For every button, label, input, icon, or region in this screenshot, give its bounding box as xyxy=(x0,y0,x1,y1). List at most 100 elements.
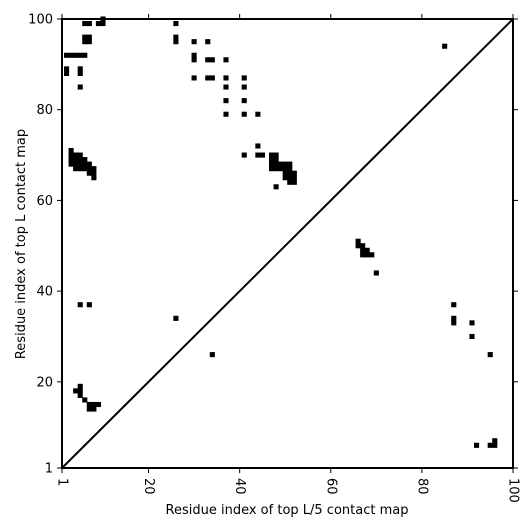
contact-cell xyxy=(86,34,92,40)
contact-cell xyxy=(474,442,480,448)
contact-cell xyxy=(360,247,366,253)
contact-cell xyxy=(492,442,498,448)
contact-cell xyxy=(64,66,70,72)
contact-cell xyxy=(223,84,229,90)
contact-cell xyxy=(77,302,83,308)
upper-contact-cells xyxy=(64,16,448,276)
contact-cell xyxy=(451,320,457,326)
contact-cell xyxy=(77,392,83,398)
contact-cell xyxy=(100,20,106,27)
contact-cell xyxy=(82,34,88,40)
contact-cell xyxy=(269,166,275,172)
y-axis-ticks: 1 20 40 60 80 100 xyxy=(28,13,518,477)
contact-cell xyxy=(241,152,247,158)
contact-cell xyxy=(77,66,83,72)
contact-cell xyxy=(209,57,215,63)
contact-cell xyxy=(64,52,70,58)
contact-cell xyxy=(291,179,297,185)
contact-cell xyxy=(259,152,265,158)
contact-cell xyxy=(95,401,101,408)
contact-cell xyxy=(68,157,74,163)
contact-cell xyxy=(223,111,229,117)
y-axis-label: Residue index of top L contact map xyxy=(14,129,29,359)
contact-cell xyxy=(205,75,211,81)
contact-cell xyxy=(269,157,275,163)
contact-cell xyxy=(173,315,179,321)
contact-cell xyxy=(451,302,457,308)
contact-cell xyxy=(360,243,366,249)
contact-cell xyxy=(273,152,279,158)
contact-cell xyxy=(86,20,92,27)
contact-cell xyxy=(255,143,261,149)
contact-cell xyxy=(364,247,370,253)
contact-cell xyxy=(209,352,215,358)
y-tick-label: 60 xyxy=(36,194,53,209)
contact-cell xyxy=(73,166,79,172)
contact-cell xyxy=(173,39,179,45)
contact-cell xyxy=(278,166,284,172)
contact-cell xyxy=(82,52,88,58)
contact-cell xyxy=(241,98,247,104)
contact-cell xyxy=(82,166,88,172)
contact-cell xyxy=(273,184,279,190)
contact-cell xyxy=(77,388,83,394)
contact-cell xyxy=(68,147,74,154)
contact-cell xyxy=(77,166,83,172)
contact-cell xyxy=(209,75,215,81)
contact-cell xyxy=(68,152,74,158)
contact-cell xyxy=(191,52,197,58)
contact-cell xyxy=(82,39,88,45)
x-axis-label: Residue index of top L/5 contact map xyxy=(166,503,409,518)
contact-cell xyxy=(91,406,97,412)
contact-cell xyxy=(278,161,284,167)
contact-cell xyxy=(91,401,97,408)
contact-cell xyxy=(255,152,261,158)
contact-cell xyxy=(287,170,293,176)
contact-cell xyxy=(492,438,498,444)
contact-cell xyxy=(355,238,361,244)
contact-cell xyxy=(282,175,288,181)
contact-cell xyxy=(269,161,275,167)
contact-cell xyxy=(77,70,83,76)
contact-cell xyxy=(82,397,88,403)
contact-cell xyxy=(282,161,288,167)
contact-cell xyxy=(95,20,101,27)
contact-cell xyxy=(360,252,366,258)
contact-cell xyxy=(282,166,288,172)
contact-cell xyxy=(223,57,229,63)
y-tick-label: 100 xyxy=(28,13,53,28)
contact-cell xyxy=(191,75,197,81)
contact-cell xyxy=(451,315,457,321)
contact-cell xyxy=(77,161,83,167)
contact-cell xyxy=(173,34,179,40)
contact-cell xyxy=(77,157,83,163)
contact-cell xyxy=(487,352,493,358)
contact-cell xyxy=(269,152,275,158)
x-tick-label: 1 xyxy=(55,478,70,486)
contact-cell xyxy=(64,70,70,76)
x-tick-label: 60 xyxy=(323,478,338,495)
contact-cell xyxy=(73,152,79,158)
contact-cell xyxy=(273,166,279,172)
contact-cell xyxy=(287,175,293,181)
contact-cell xyxy=(223,75,229,81)
contact-cell xyxy=(77,383,83,389)
contact-cell xyxy=(291,170,297,176)
x-tick-label: 40 xyxy=(232,478,247,495)
contact-cell xyxy=(91,170,97,176)
contact-cell xyxy=(223,98,229,104)
contact-cell xyxy=(282,170,288,176)
contact-cell xyxy=(255,111,261,117)
lower-contact-cells xyxy=(73,302,498,448)
contact-cell xyxy=(355,243,361,249)
contact-cell xyxy=(82,157,88,163)
x-tick-label: 80 xyxy=(414,478,429,495)
contact-cell xyxy=(86,39,92,45)
contact-cell xyxy=(173,20,179,27)
contact-cell xyxy=(68,52,74,58)
contact-cell xyxy=(287,179,293,185)
contact-cell xyxy=(273,157,279,163)
contact-cell xyxy=(373,270,379,276)
contact-cell xyxy=(77,84,83,90)
